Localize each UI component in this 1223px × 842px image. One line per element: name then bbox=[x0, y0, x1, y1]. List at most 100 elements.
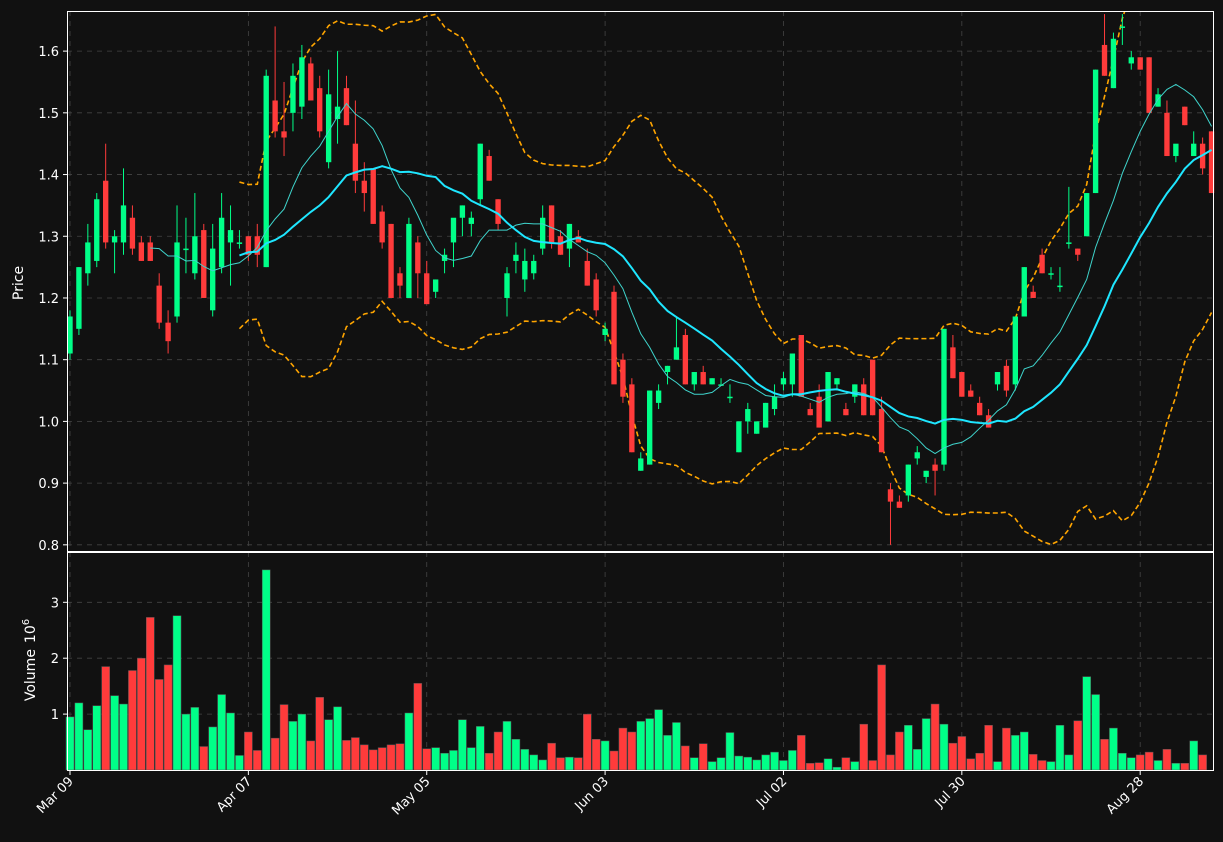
candle-body bbox=[138, 242, 145, 261]
volume-bar bbox=[814, 762, 824, 771]
candle-body bbox=[566, 223, 573, 249]
candle-body bbox=[878, 409, 885, 453]
candlestick-series bbox=[67, 14, 1215, 545]
volume-bar bbox=[199, 746, 209, 771]
volume-bar bbox=[1028, 754, 1038, 771]
volume-bar bbox=[502, 721, 512, 771]
candle-body bbox=[450, 217, 457, 243]
candle-body bbox=[647, 390, 653, 465]
candle-body bbox=[218, 217, 225, 268]
volume-bar bbox=[1171, 763, 1181, 771]
bollinger-bands bbox=[238, 11, 1213, 546]
volume-bar bbox=[1011, 735, 1020, 771]
volume-bar bbox=[868, 760, 877, 771]
volume-bar bbox=[208, 726, 217, 771]
candle-body bbox=[94, 199, 100, 261]
volume-bar bbox=[1135, 754, 1145, 771]
candle-body bbox=[950, 347, 956, 379]
candle-body bbox=[1146, 57, 1152, 113]
volume-tick-label: 3 bbox=[51, 596, 59, 611]
volume-bar bbox=[404, 712, 414, 771]
candle-body bbox=[174, 242, 180, 317]
candle-body bbox=[914, 452, 920, 459]
volume-bar bbox=[377, 747, 387, 771]
candle-body bbox=[486, 156, 492, 181]
candle-body bbox=[254, 236, 260, 255]
candle-body bbox=[798, 335, 804, 397]
volume-bar bbox=[395, 743, 405, 771]
candle-body bbox=[370, 168, 376, 224]
volume-bar bbox=[288, 721, 298, 771]
candle-body bbox=[361, 180, 367, 194]
candle-body bbox=[308, 63, 314, 101]
candle-body bbox=[406, 223, 412, 298]
volume-bar bbox=[743, 756, 753, 771]
candle-body bbox=[325, 94, 332, 163]
candle-body bbox=[709, 378, 715, 385]
candle-body bbox=[111, 236, 118, 243]
bollinger-lower-line bbox=[238, 300, 1213, 546]
candle-body bbox=[183, 248, 189, 251]
volume-bar bbox=[966, 758, 976, 771]
candle-body bbox=[1137, 57, 1143, 70]
candle-body bbox=[575, 236, 582, 243]
bollinger-upper-line bbox=[239, 11, 1126, 359]
volume-bar bbox=[1091, 694, 1100, 771]
candle-body bbox=[477, 143, 483, 200]
volume-bar bbox=[609, 750, 619, 771]
volume-bar bbox=[226, 712, 235, 771]
candle-body bbox=[415, 242, 421, 274]
volume-bar bbox=[1082, 676, 1091, 771]
volume-bar bbox=[948, 742, 958, 771]
volume-bar bbox=[832, 766, 842, 771]
candle-body bbox=[1021, 267, 1027, 317]
candle-body bbox=[745, 409, 751, 422]
candle-body bbox=[852, 384, 858, 397]
candle-body bbox=[994, 372, 1001, 385]
candle-body bbox=[932, 464, 938, 471]
volume-bar bbox=[556, 757, 565, 771]
candle-body bbox=[379, 211, 385, 243]
volume-bar bbox=[92, 705, 102, 771]
candle-body bbox=[629, 384, 635, 453]
volume-bar bbox=[805, 763, 815, 771]
candle-body bbox=[343, 88, 350, 126]
candle-body bbox=[272, 100, 278, 132]
candle-body bbox=[611, 291, 617, 385]
candle-body bbox=[816, 396, 822, 428]
candle-body bbox=[557, 236, 564, 255]
candle-body bbox=[896, 501, 903, 508]
volume-bar bbox=[1002, 727, 1011, 771]
candle-body bbox=[85, 242, 91, 274]
volume-bar bbox=[261, 569, 271, 771]
candle-body bbox=[682, 335, 689, 385]
volume-bar bbox=[877, 664, 886, 771]
volume-bar bbox=[101, 666, 110, 771]
volume-bar bbox=[663, 735, 672, 771]
candle-body bbox=[245, 236, 252, 255]
candle-body bbox=[432, 279, 439, 292]
candle-body bbox=[1039, 254, 1045, 274]
candle-body bbox=[129, 217, 136, 249]
candle-body bbox=[531, 260, 537, 274]
volume-bar bbox=[306, 740, 316, 771]
volume-bar bbox=[458, 719, 467, 771]
volume-bar bbox=[119, 703, 128, 771]
volume-bar bbox=[698, 743, 708, 771]
candle-body bbox=[1075, 248, 1081, 255]
volume-bar bbox=[493, 731, 503, 771]
volume-bar bbox=[172, 615, 182, 771]
candle-body bbox=[959, 372, 965, 397]
candle-body bbox=[281, 131, 287, 138]
volume-bar bbox=[235, 755, 244, 771]
price-y-ticks: 0.8 0.9 1.0 1.1 1.2 1.3 1.4 1.5 1.6 bbox=[38, 45, 67, 554]
candle-body bbox=[1012, 316, 1019, 385]
volume-bar bbox=[529, 754, 539, 771]
candle-body bbox=[1030, 291, 1036, 298]
candle-body bbox=[834, 378, 840, 385]
volume-bar bbox=[422, 748, 431, 771]
volume-bar bbox=[351, 737, 360, 771]
volume-bar bbox=[672, 722, 681, 771]
candle-body bbox=[1119, 26, 1126, 28]
price-tick-label: 1.2 bbox=[38, 292, 59, 307]
